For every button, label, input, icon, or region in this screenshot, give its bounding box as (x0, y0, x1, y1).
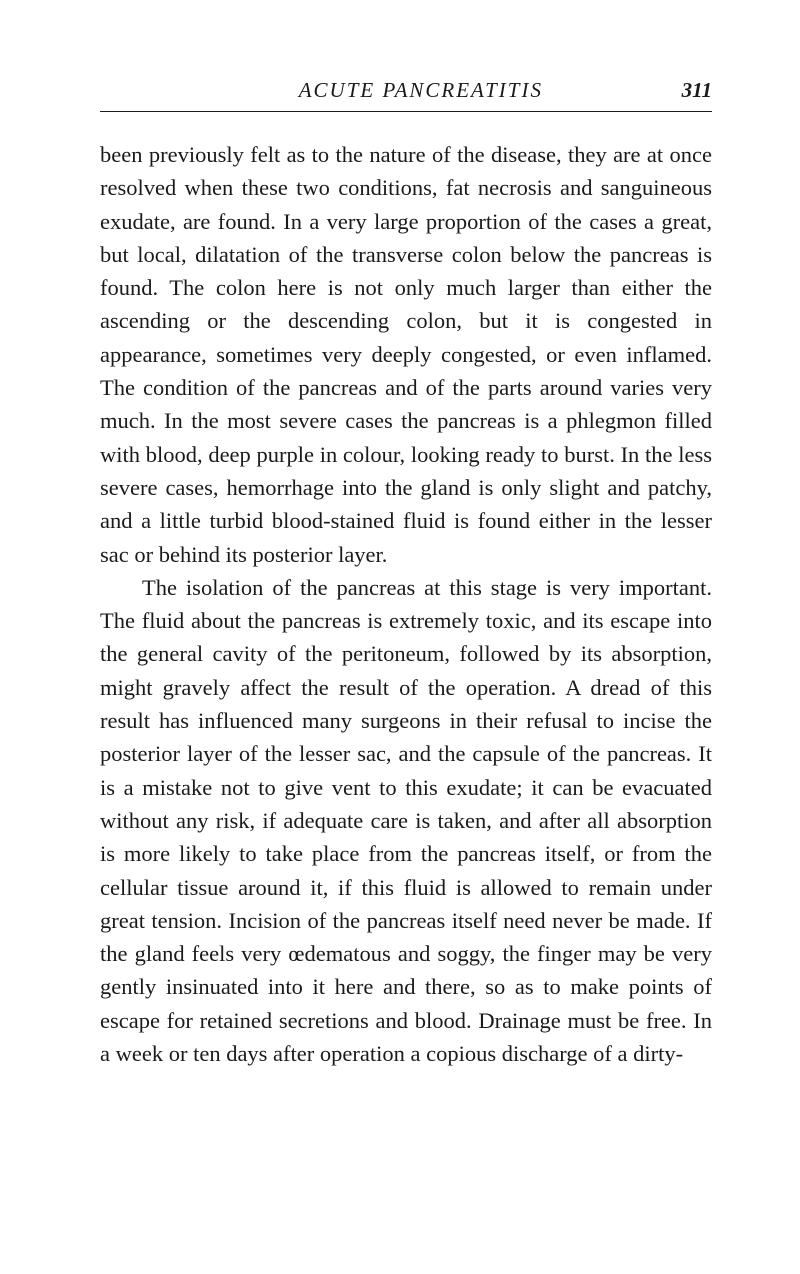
page-number: 311 (682, 78, 712, 103)
paragraph-2: The isolation of the pancreas at this st… (100, 571, 712, 1070)
running-header: ACUTE PANCREATITIS (100, 78, 682, 103)
body-text: been previously felt as to the nature of… (100, 138, 712, 1070)
page-container: ACUTE PANCREATITIS 311 been previously f… (0, 0, 800, 1130)
header-row: ACUTE PANCREATITIS 311 (100, 78, 712, 103)
header-rule (100, 111, 712, 112)
paragraph-1: been previously felt as to the nature of… (100, 138, 712, 571)
